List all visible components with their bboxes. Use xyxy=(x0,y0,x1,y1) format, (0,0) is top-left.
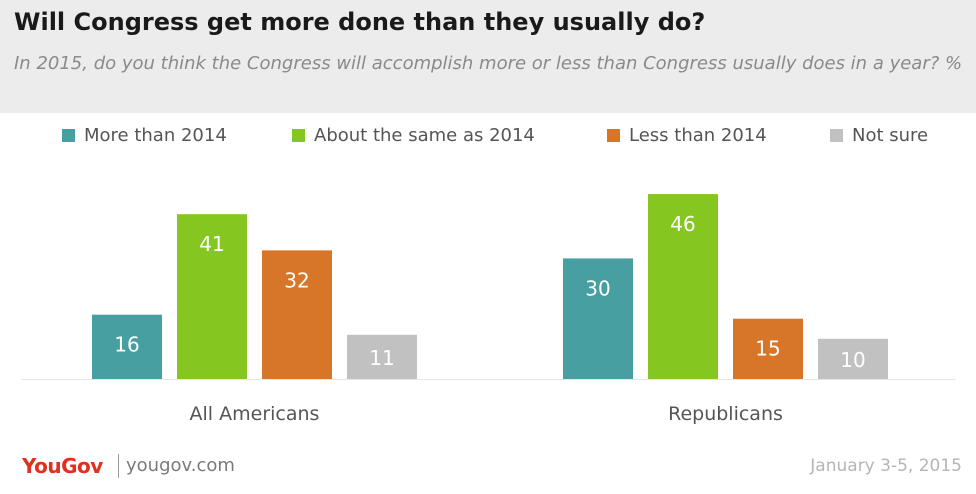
data-label-all-americans-same: 41 xyxy=(199,232,224,256)
data-label-all-americans-more: 16 xyxy=(114,333,139,357)
footer-divider xyxy=(118,454,119,478)
legend-item-less: Less than 2014 xyxy=(607,122,767,148)
data-label-all-americans-not-sure: 11 xyxy=(369,346,394,370)
legend-item-more: More than 2014 xyxy=(62,122,227,148)
legend: More than 2014 About the same as 2014 Le… xyxy=(0,122,976,148)
data-label-republicans-more: 30 xyxy=(585,276,610,300)
footer-site-link[interactable]: yougov.com xyxy=(126,455,235,476)
bar-all-americans-not-sure xyxy=(347,334,417,379)
data-label-republicans-not-sure: 10 xyxy=(840,348,865,372)
category-label-republicans: Republicans xyxy=(668,403,783,425)
legend-item-same: About the same as 2014 xyxy=(292,122,535,148)
legend-swatch-less xyxy=(607,128,620,142)
bar-republicans-not-sure xyxy=(818,338,888,379)
bar-chart: 16 41 32 11 All Americans 30 46 15 10 Republicans xyxy=(22,194,956,425)
bar-republicans-more xyxy=(563,258,633,379)
legend-label-less: Less than 2014 xyxy=(629,124,767,146)
legend-swatch-more xyxy=(62,128,75,142)
legend-swatch-not-sure xyxy=(830,128,843,142)
chart-subtitle: In 2015, do you think the Congress will … xyxy=(14,53,963,74)
legend-label-not-sure: Not sure xyxy=(852,124,929,146)
yougov-logo: YouGov xyxy=(22,454,103,478)
bar-all-americans-more xyxy=(92,314,162,379)
data-label-republicans-less: 15 xyxy=(755,337,780,361)
legend-swatch-same xyxy=(292,128,305,142)
footer-date: January 3-5, 2015 xyxy=(810,456,962,476)
data-label-republicans-same: 46 xyxy=(670,212,695,236)
legend-label-more: More than 2014 xyxy=(84,124,227,146)
legend-label-same: About the same as 2014 xyxy=(314,124,535,146)
category-label-all-americans: All Americans xyxy=(190,403,320,425)
bar-republicans-less xyxy=(733,318,803,379)
legend-item-not-sure: Not sure xyxy=(830,122,928,148)
bar-republicans-same xyxy=(648,194,718,379)
header-band: Will Congress get more done than they us… xyxy=(0,0,976,113)
bar-all-americans-same xyxy=(177,214,247,379)
chart-title: Will Congress get more done than they us… xyxy=(14,8,706,36)
data-label-all-americans-less: 32 xyxy=(284,268,309,292)
bar-all-americans-less xyxy=(262,250,332,379)
